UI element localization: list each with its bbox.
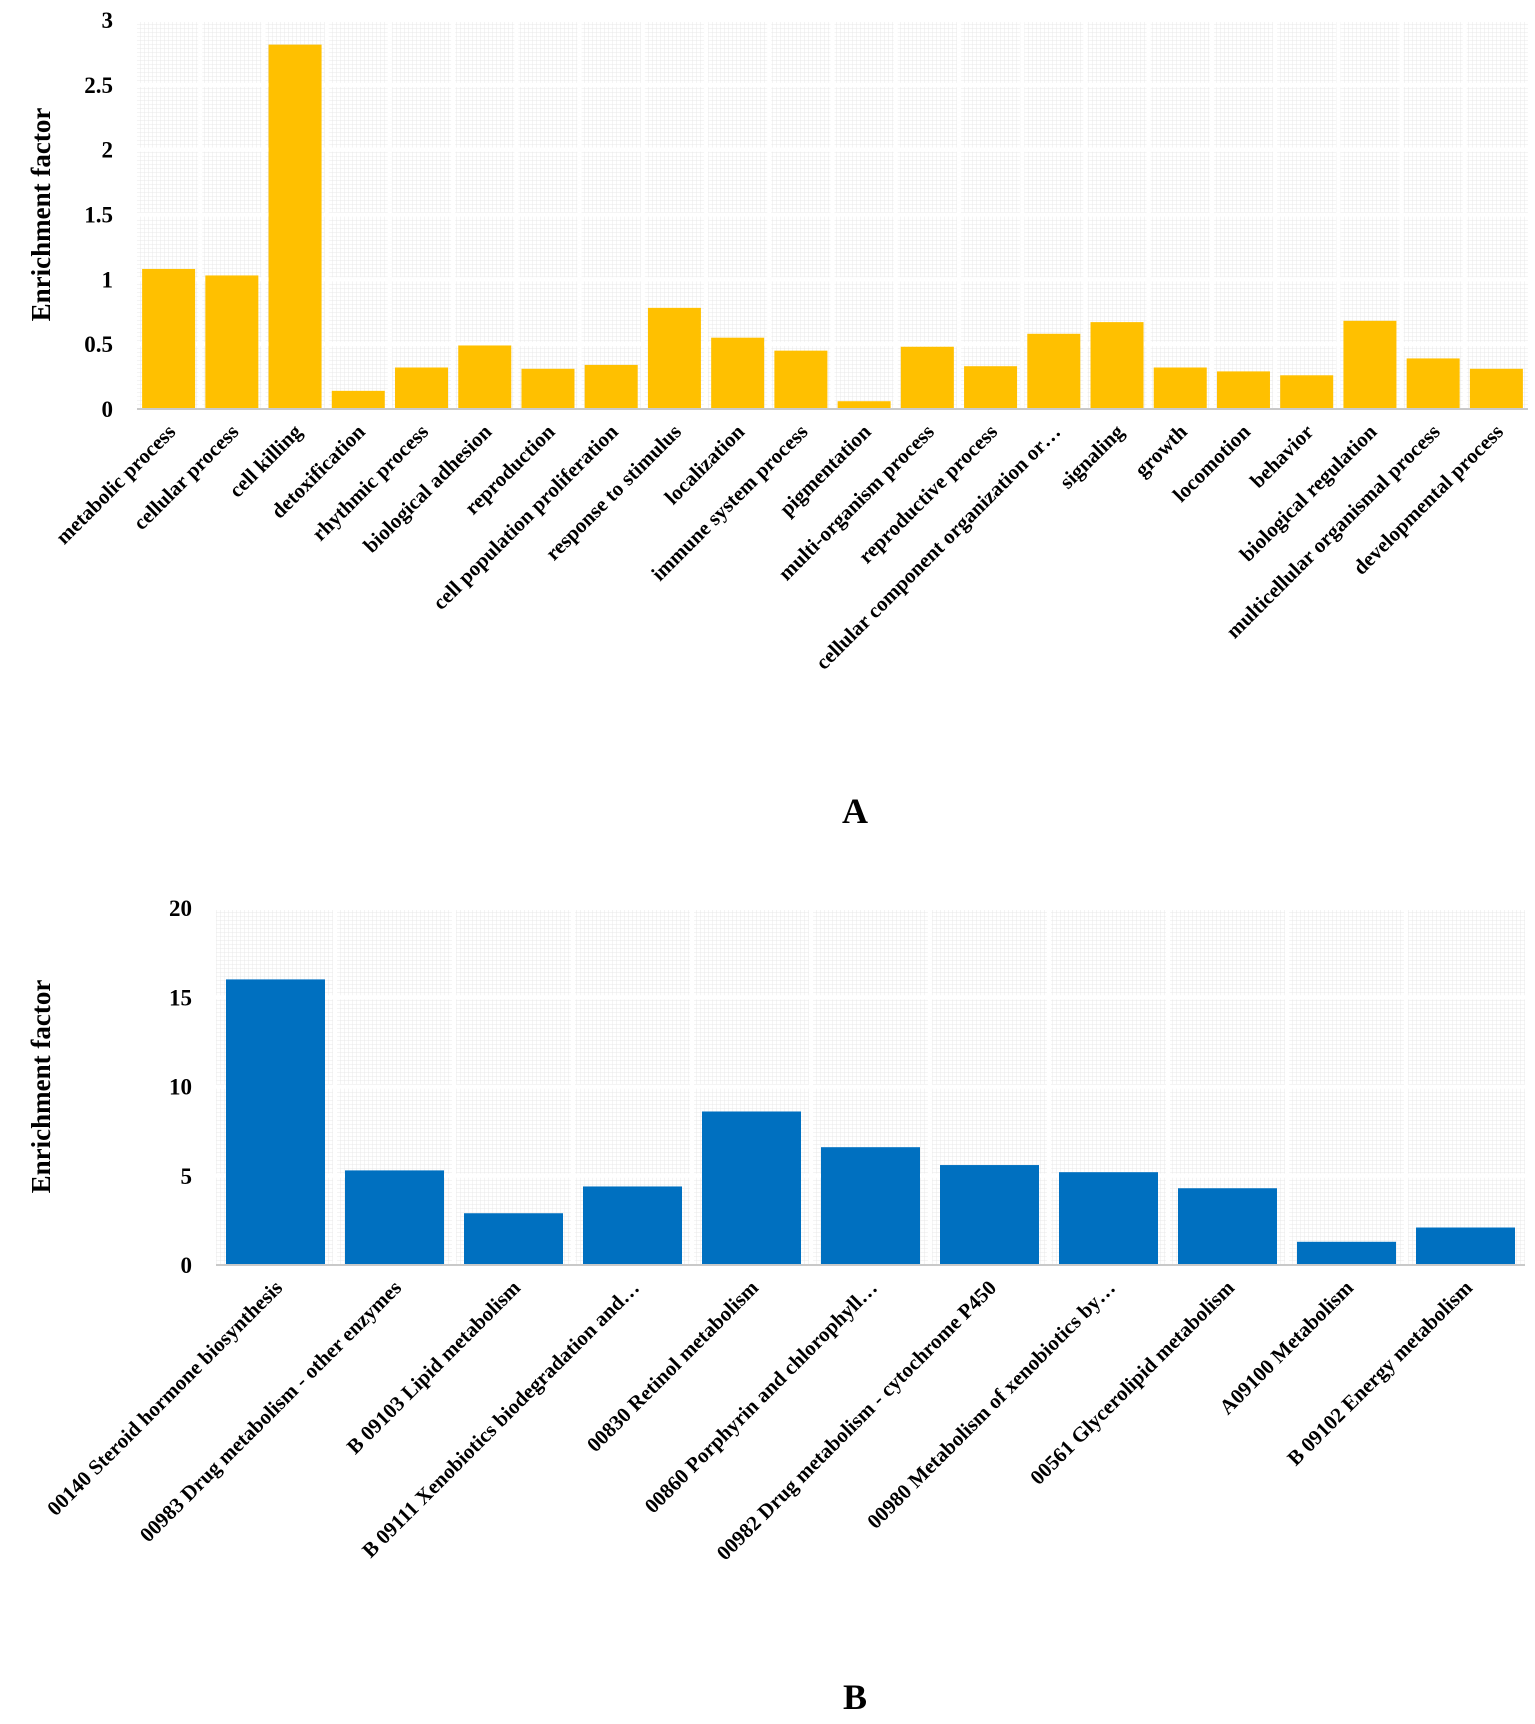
bar	[1416, 1227, 1515, 1265]
y-tick-label: 10	[169, 1075, 192, 1100]
bar	[458, 345, 512, 409]
y-tick-label: 0.5	[84, 332, 113, 357]
bar	[821, 1147, 920, 1265]
y-axis-label: Enrichment factor	[26, 108, 56, 322]
bar	[584, 364, 638, 409]
bar	[1469, 368, 1523, 409]
bar	[1406, 358, 1460, 409]
category-label: 00140 Steroid hormone biosynthesis	[42, 1276, 287, 1521]
bar	[702, 1111, 801, 1265]
bar	[142, 268, 196, 409]
bar	[774, 350, 828, 409]
bar	[345, 1170, 444, 1265]
panel-label-b: B	[843, 1677, 867, 1717]
bar	[1059, 1172, 1158, 1265]
bar	[940, 1165, 1039, 1265]
bar	[964, 366, 1018, 409]
bar	[1343, 320, 1397, 409]
bar	[521, 368, 575, 409]
y-tick-label: 0	[181, 1253, 193, 1278]
panel-label-a: A	[842, 791, 868, 831]
category-label: 00860 Porphyrin and chlorophyll…	[640, 1276, 882, 1518]
bar	[583, 1186, 682, 1265]
bar	[268, 44, 322, 410]
bar	[1153, 367, 1207, 409]
bar	[1280, 375, 1334, 409]
bar	[1178, 1188, 1277, 1265]
y-axis-label: Enrichment factor	[26, 980, 56, 1194]
bar	[205, 275, 259, 409]
y-tick-label: 20	[169, 896, 192, 921]
bar	[464, 1213, 563, 1265]
y-tick-label: 3	[102, 8, 114, 33]
y-tick-label: 2	[102, 138, 114, 163]
chart-panel-b: 0 5 10 15 20 Enrichment factor 00140 Steroid h…	[26, 896, 1525, 1565]
y-tick-label: 5	[181, 1164, 193, 1189]
category-label: growth	[1130, 419, 1192, 481]
bar	[900, 346, 954, 409]
bar	[1216, 371, 1270, 409]
y-tick-label: 1.5	[84, 203, 113, 228]
bar	[1027, 333, 1081, 409]
bar	[711, 337, 765, 409]
bar	[647, 307, 701, 409]
category-label: signaling	[1055, 419, 1129, 493]
category-label: 00983 Drug metabolism - other enzymes	[135, 1276, 406, 1547]
y-tick-label: 0	[102, 397, 114, 422]
bar	[1297, 1241, 1396, 1265]
y-tick-label: 15	[169, 985, 192, 1010]
bar	[226, 979, 325, 1265]
bar	[331, 390, 385, 409]
bar	[1090, 322, 1144, 409]
y-tick-label: 2.5	[84, 73, 113, 98]
y-tick-label: 1	[102, 267, 114, 292]
category-label: 00980 Metabolism of xenobiotics by…	[862, 1276, 1120, 1534]
bar	[395, 367, 449, 409]
category-label: B 09111 Xenobiotics biodegradation and…	[357, 1276, 644, 1563]
category-label: 00561 Glycerolipid metabolism	[1025, 1275, 1239, 1489]
bar	[837, 401, 891, 409]
category-label: rhythmic process	[307, 420, 433, 546]
